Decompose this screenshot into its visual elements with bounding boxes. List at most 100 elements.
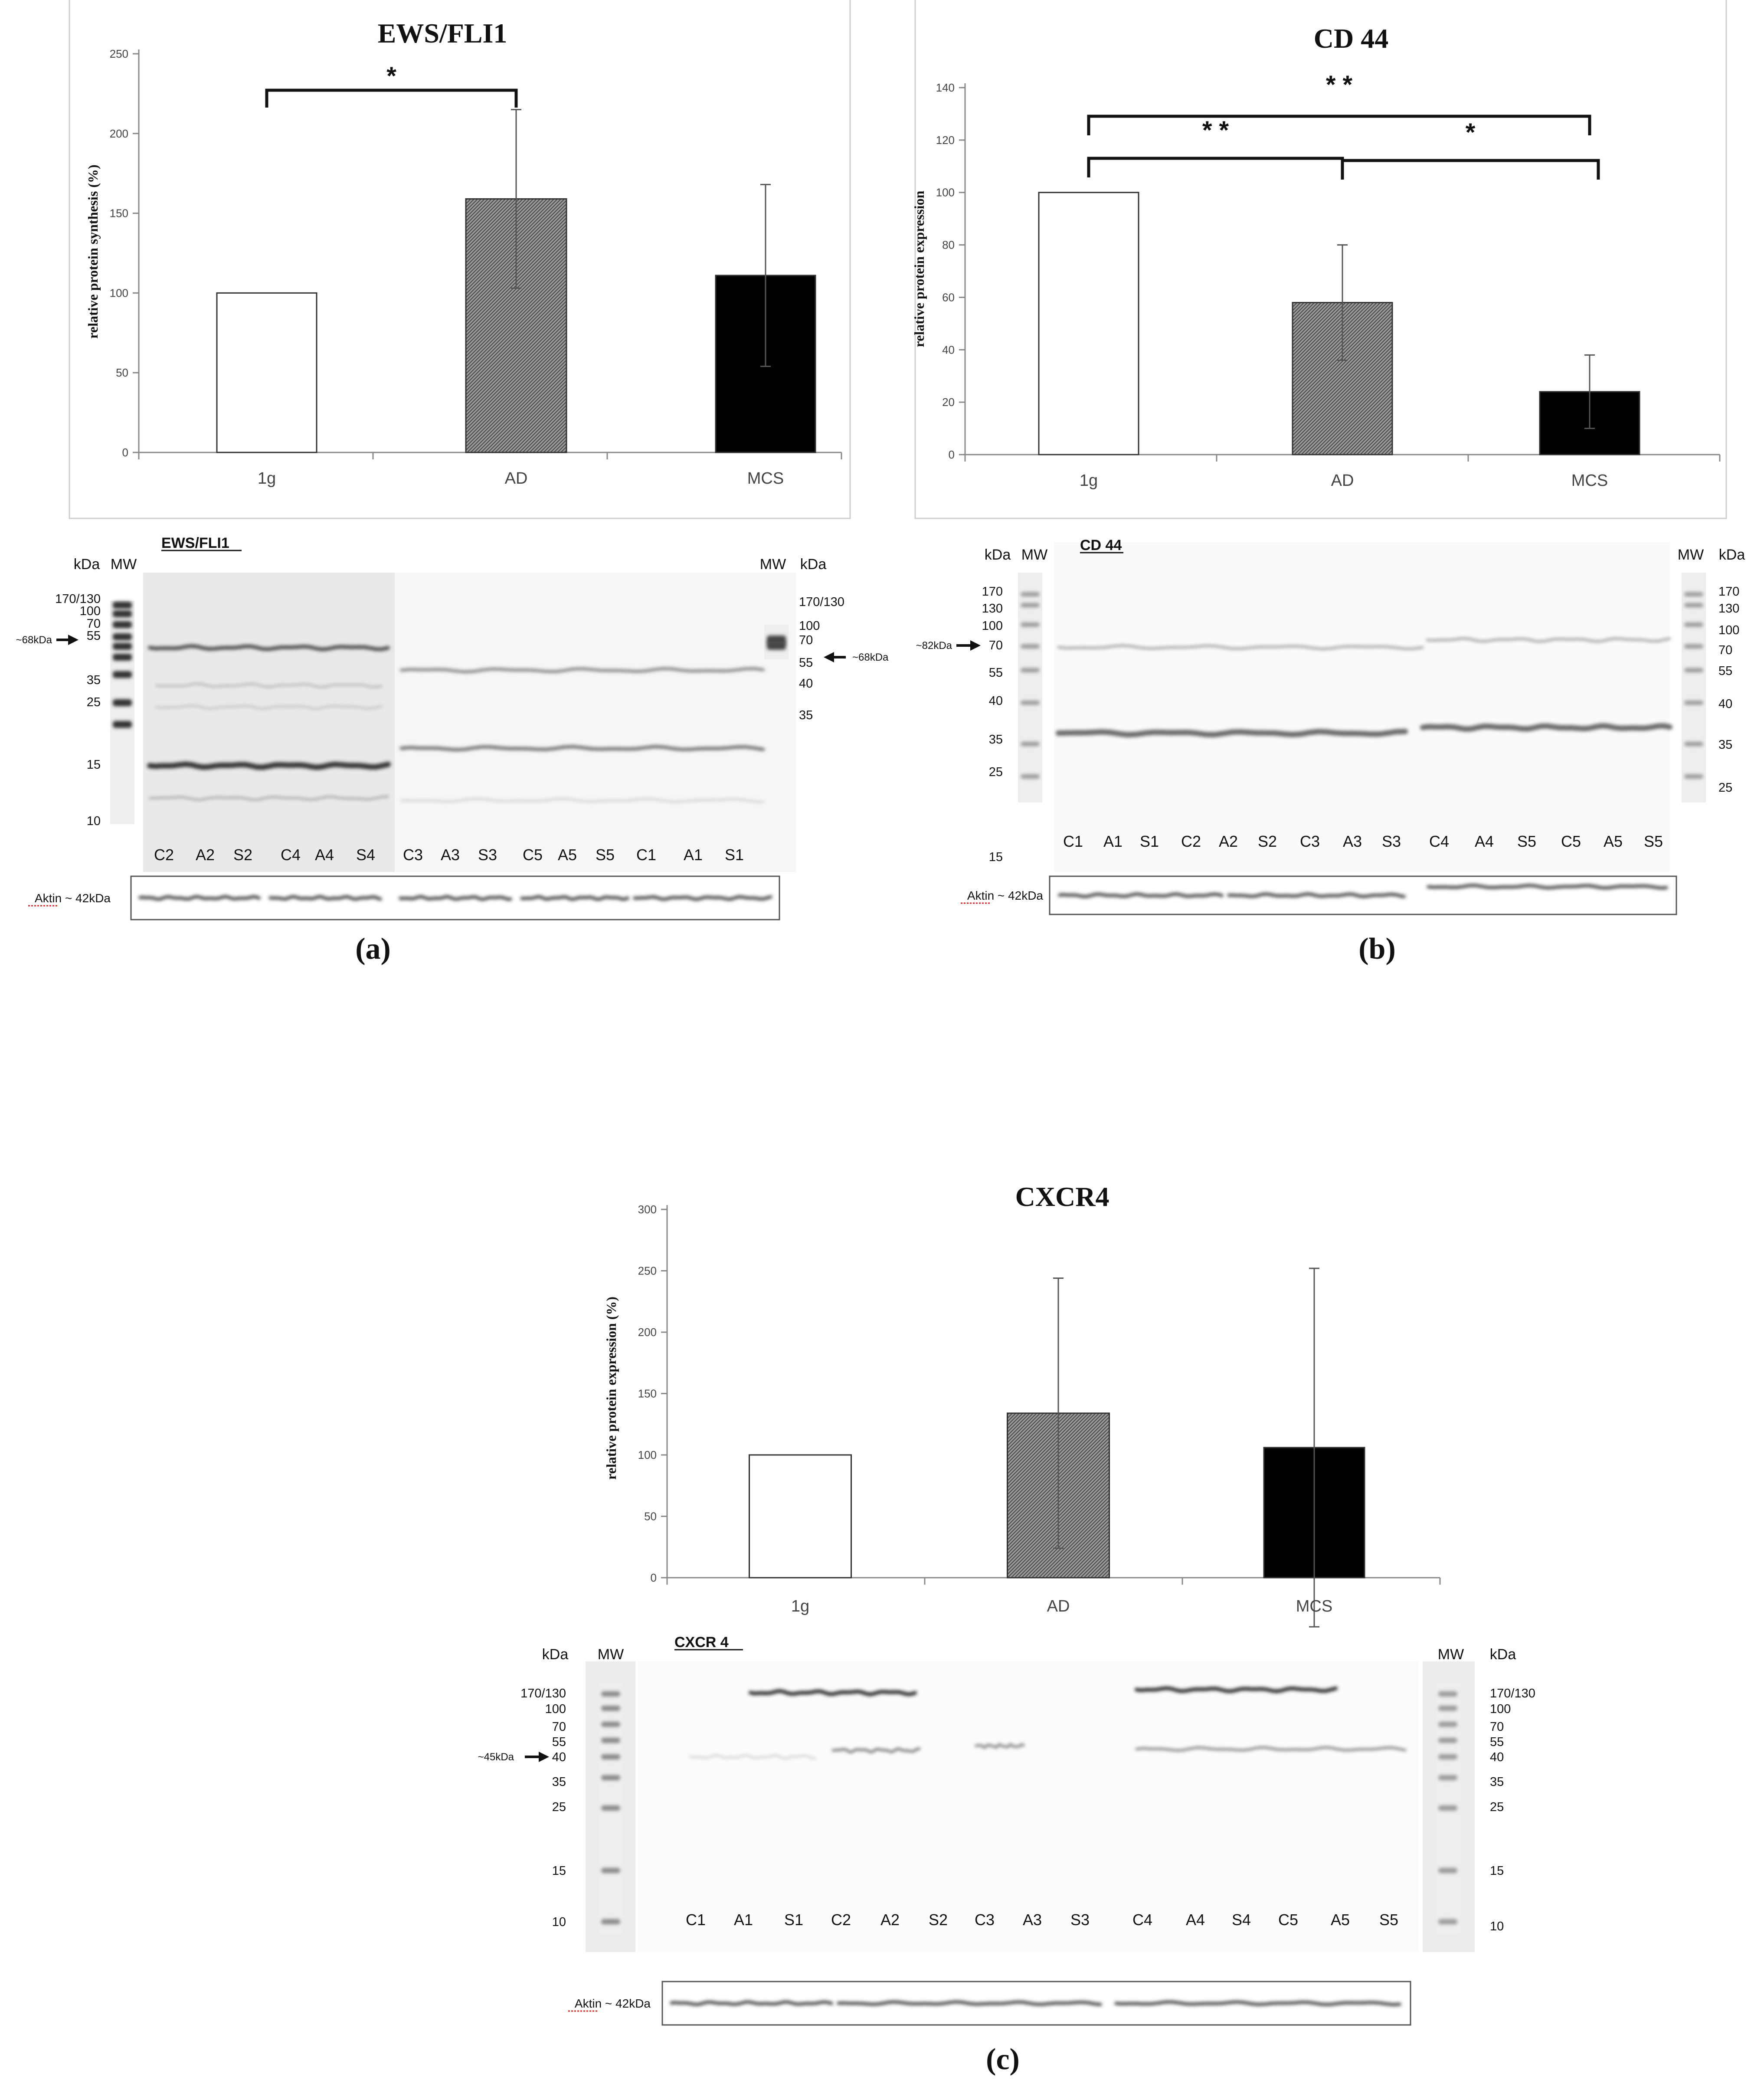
marker-label-left: 70 <box>989 639 1003 652</box>
ladder-band <box>113 699 132 706</box>
lane-label: S1 <box>725 846 744 864</box>
marker-label-right: 100 <box>799 619 820 633</box>
x-tick-label: 1g <box>258 469 276 488</box>
ladder-band <box>1021 742 1040 746</box>
chart-frame <box>69 0 851 519</box>
lane-label: C1 <box>686 1911 706 1929</box>
marker-label-right: 40 <box>1718 697 1732 711</box>
lane-label: C3 <box>403 846 423 864</box>
marker-label-left: 70 <box>87 617 101 631</box>
marker-label-left: 170/130 <box>55 592 101 606</box>
size-arrow-head <box>970 640 981 651</box>
lane-label: A4 <box>315 846 334 864</box>
marker-label-right: 35 <box>799 708 813 722</box>
ladder-band <box>113 671 132 678</box>
ladder-band <box>113 654 132 661</box>
ladder-band <box>1438 1868 1457 1873</box>
x-tick-label: 1g <box>1080 472 1098 490</box>
y-tick-label: 200 <box>638 1326 657 1339</box>
blot-membrane <box>1054 542 1670 872</box>
ladder-band <box>1021 701 1040 705</box>
protein-band <box>1135 1746 1407 1752</box>
kda-label: kDa <box>985 547 1011 563</box>
ladder-band <box>601 1691 620 1697</box>
significance-label: * <box>1466 118 1476 147</box>
ladder-band <box>1021 592 1040 596</box>
mw-label-right: MW <box>760 556 786 573</box>
ladder-band <box>1684 701 1703 705</box>
marker-label-right: 70 <box>1490 1720 1504 1734</box>
lane-label: S5 <box>1517 832 1536 850</box>
x-tick-label: AD <box>1047 1597 1070 1615</box>
mw-label: MW <box>111 556 137 573</box>
ladder-band <box>1684 603 1703 607</box>
western-blot-b: MW MW kDa kDa CD 44 170 130 100 70 55 40 35 25 15 170 1… <box>916 537 1745 966</box>
x-tick-label: AD <box>505 469 528 488</box>
size-arrow-label-left: ~45kDa <box>478 1751 514 1763</box>
lane-label: S5 <box>1379 1911 1398 1929</box>
mw-label: MW <box>598 1646 624 1663</box>
lane-label: C5 <box>1278 1911 1298 1929</box>
marker-label-left: 35 <box>552 1775 566 1789</box>
marker-label-left: 25 <box>87 695 101 709</box>
marker-label-left: 15 <box>87 758 101 772</box>
lane-label: C2 <box>1181 832 1201 850</box>
panel-caption: (c) <box>986 2043 1020 2076</box>
y-tick-label: 0 <box>122 446 128 459</box>
ladder-band <box>113 610 132 617</box>
ladder-lane <box>1682 573 1706 803</box>
loading-control-band <box>1114 2000 1401 2006</box>
blot-membrane <box>638 1661 1418 1952</box>
significance-bracket <box>1087 157 1344 177</box>
marker-label-left: 55 <box>989 666 1003 680</box>
bar-1g <box>1038 192 1139 455</box>
y-tick-label: 150 <box>110 207 128 220</box>
marker-label-left: 100 <box>80 604 101 618</box>
ladder-band <box>1021 622 1040 627</box>
bar-chart-b: CD 44 0 20 40 60 80 100 120 140 relative protein … <box>911 0 1727 519</box>
lane-label: A3 <box>1023 1911 1042 1929</box>
marker-label-left: 40 <box>552 1750 566 1764</box>
ladder-band <box>1438 1754 1457 1759</box>
y-tick-label: 0 <box>651 1571 657 1584</box>
marker-label-left: 35 <box>989 733 1003 747</box>
ladder-band <box>601 1722 620 1727</box>
loading-control-band <box>138 895 261 901</box>
antibody-label: CD 44 <box>1080 537 1122 554</box>
lane-label: A4 <box>1186 1911 1205 1929</box>
lane-label: C5 <box>523 846 543 864</box>
significance-label: * * <box>1326 71 1353 99</box>
ladder-band <box>1438 1706 1457 1711</box>
ladder-band <box>601 1775 620 1780</box>
lane-label: A1 <box>684 846 703 864</box>
panel-caption: (b) <box>1358 932 1396 966</box>
marker-label-right: 100 <box>1718 623 1739 637</box>
kda-label-right: kDa <box>800 556 827 573</box>
protein-band <box>1056 729 1408 737</box>
lane-label: A3 <box>441 846 460 864</box>
kda-label-right: kDa <box>1719 547 1745 563</box>
loading-control-band <box>1058 892 1224 898</box>
protein-band <box>147 761 391 770</box>
ladder-lane <box>1018 573 1042 803</box>
loading-control-label: Aktin ~ 42kDa <box>575 1997 651 2010</box>
bar-1g <box>216 292 317 453</box>
chart-title: CXCR4 <box>1015 1181 1109 1212</box>
y-tick-label: 100 <box>110 286 128 299</box>
ladder-band <box>601 1706 620 1711</box>
significance-bracket <box>1341 159 1600 180</box>
lane-label: S5 <box>1644 832 1663 850</box>
loading-control-band <box>670 2000 833 2006</box>
mw-label: MW <box>1021 547 1047 563</box>
marker-label-left: 100 <box>982 619 1003 633</box>
antibody-label: EWS/FLI1 <box>161 535 229 551</box>
lane-label: C3 <box>1300 832 1320 850</box>
ladder-band <box>113 621 132 628</box>
y-tick-label: 20 <box>942 396 955 409</box>
marker-label-right: 40 <box>799 677 813 691</box>
panel-caption: (a) <box>355 932 391 966</box>
lane-label: S1 <box>1140 832 1159 850</box>
ladder-band <box>1021 644 1040 649</box>
ladder-band <box>1438 1775 1457 1780</box>
kda-label: kDa <box>542 1646 569 1663</box>
